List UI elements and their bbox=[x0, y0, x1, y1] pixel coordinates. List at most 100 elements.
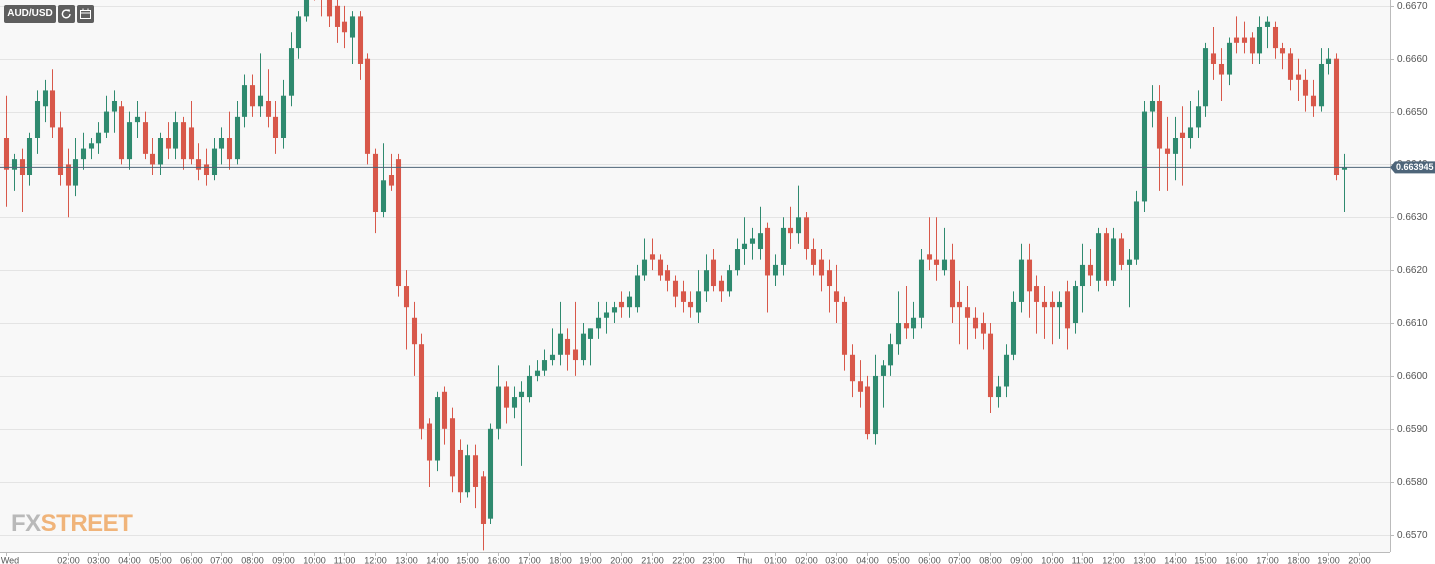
candle-body bbox=[1233, 37, 1240, 43]
candle-body bbox=[1003, 354, 1010, 387]
candle-body bbox=[1295, 74, 1302, 80]
candle-body bbox=[265, 100, 272, 117]
candle-body bbox=[364, 58, 371, 154]
candle-body bbox=[1310, 95, 1317, 107]
candle-body bbox=[1279, 48, 1286, 54]
candle-body bbox=[849, 354, 856, 382]
candle-body bbox=[1256, 26, 1263, 54]
candle-body bbox=[72, 159, 79, 186]
candle-body bbox=[349, 16, 356, 38]
symbol-button[interactable]: AUD/USD bbox=[4, 5, 56, 23]
candle-body bbox=[672, 280, 679, 297]
candle-body bbox=[149, 153, 156, 165]
plot-area bbox=[0, 0, 1390, 552]
candle-body bbox=[726, 270, 733, 292]
x-tick-label: 12:00 bbox=[1102, 555, 1125, 564]
candle-body bbox=[288, 48, 295, 96]
candle-body bbox=[595, 317, 602, 329]
candle-body bbox=[118, 106, 125, 160]
candle-body bbox=[772, 264, 779, 276]
candle-body bbox=[995, 386, 1002, 398]
x-tick-label: 01:00 bbox=[764, 555, 787, 564]
candle-body bbox=[503, 386, 510, 408]
x-tick-label: 10:00 bbox=[303, 555, 326, 564]
candle-body bbox=[787, 227, 794, 234]
candle-body bbox=[841, 301, 848, 355]
candle-body bbox=[1133, 201, 1140, 260]
candle-body bbox=[334, 5, 341, 27]
candle-body bbox=[910, 317, 917, 329]
y-tick-label: 0.6590 bbox=[1397, 424, 1428, 435]
candle-body bbox=[657, 259, 664, 276]
candle-body bbox=[541, 360, 548, 371]
candle-body bbox=[88, 143, 95, 149]
candle-body bbox=[1264, 21, 1271, 27]
candle-body bbox=[95, 132, 102, 144]
candle-body bbox=[1141, 111, 1148, 202]
candle-body bbox=[241, 85, 248, 117]
candle-body bbox=[718, 280, 725, 292]
x-tick-label: 11:00 bbox=[1072, 555, 1094, 564]
candle-body bbox=[826, 270, 833, 287]
candle-body bbox=[1026, 259, 1033, 292]
candle-body bbox=[11, 159, 18, 170]
x-tick-label: 08:00 bbox=[979, 555, 1002, 564]
candle-body bbox=[1341, 167, 1348, 170]
candle-body bbox=[687, 301, 694, 308]
candle-body bbox=[395, 159, 402, 287]
y-tick-label: 0.6570 bbox=[1397, 530, 1428, 541]
candle-body bbox=[972, 317, 979, 329]
candle-body bbox=[80, 148, 87, 160]
candle-body bbox=[341, 21, 348, 33]
candle-body bbox=[34, 100, 41, 138]
y-tick-label: 0.6660 bbox=[1397, 54, 1428, 65]
candle-body bbox=[295, 16, 302, 49]
candle-body bbox=[1033, 286, 1040, 302]
candle-body bbox=[1149, 100, 1156, 112]
candle-body bbox=[472, 455, 479, 487]
candle-body bbox=[956, 301, 963, 308]
candle-body bbox=[641, 259, 648, 276]
candle-body bbox=[172, 122, 179, 149]
candle-body bbox=[495, 386, 502, 429]
candle-body bbox=[649, 254, 656, 260]
candle-body bbox=[234, 116, 241, 160]
candle-body bbox=[195, 159, 202, 170]
x-tick-label: 11:00 bbox=[334, 555, 356, 564]
candle-body bbox=[126, 122, 133, 160]
candle-body bbox=[411, 317, 418, 345]
watermark-street: STREET bbox=[40, 510, 133, 537]
y-tick-label: 0.6610 bbox=[1397, 318, 1428, 329]
calendar-button[interactable] bbox=[77, 5, 94, 23]
candle-body bbox=[880, 365, 887, 376]
candle-body bbox=[549, 354, 556, 361]
candle-body bbox=[134, 116, 141, 123]
x-tick-label: 20:00 bbox=[1348, 555, 1371, 564]
x-tick-label: 13:00 bbox=[395, 555, 418, 564]
candle-body bbox=[487, 428, 494, 519]
candle-body bbox=[1287, 53, 1294, 80]
candle-body bbox=[1249, 37, 1256, 54]
x-tick-label: 19:00 bbox=[579, 555, 602, 564]
candle-body bbox=[680, 291, 687, 302]
x-tick-label: 09:00 bbox=[272, 555, 295, 564]
candle-body bbox=[526, 375, 533, 398]
y-tick-label: 0.6650 bbox=[1397, 107, 1428, 118]
candle-body bbox=[142, 122, 149, 154]
candle-body bbox=[857, 381, 864, 392]
candle-body bbox=[1172, 138, 1179, 154]
refresh-button[interactable] bbox=[58, 5, 75, 23]
candle-body bbox=[280, 95, 287, 138]
x-tick-label: 15:00 bbox=[1194, 555, 1217, 564]
candle-body bbox=[1164, 148, 1171, 154]
candle-body bbox=[1210, 53, 1217, 64]
candle-body bbox=[749, 238, 756, 244]
candle-body bbox=[703, 270, 710, 292]
x-tick-label: 18:00 bbox=[1287, 555, 1310, 564]
candle-body bbox=[1095, 233, 1102, 281]
x-tick-label: 03:00 bbox=[87, 555, 110, 564]
x-tick-label: 16:00 bbox=[1225, 555, 1248, 564]
x-tick-label: 15:00 bbox=[456, 555, 479, 564]
candle-body bbox=[1018, 259, 1025, 302]
